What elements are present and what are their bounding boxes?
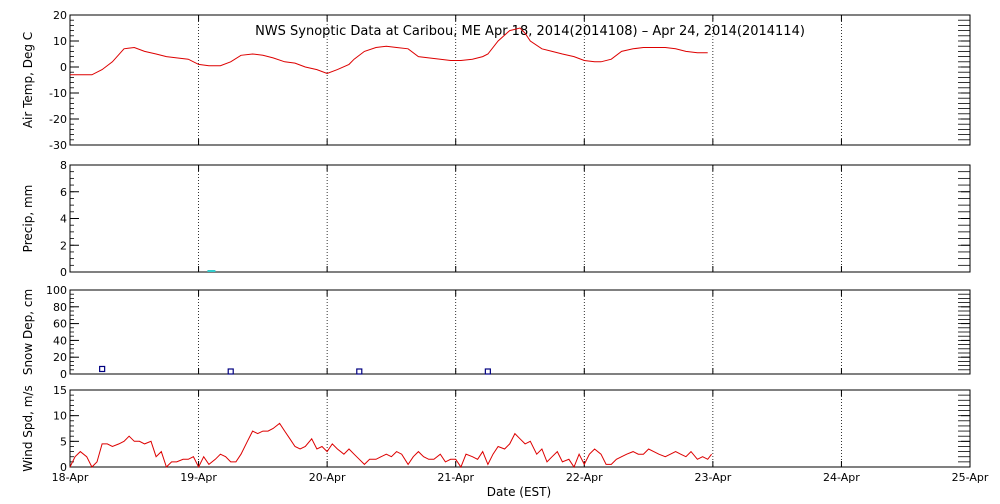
y-tick-label: 100 [46, 284, 67, 297]
x-tick-label: 24-Apr [823, 471, 860, 484]
x-tick-label: 19-Apr [180, 471, 217, 484]
series-line-air-temp [70, 27, 708, 76]
y-tick-label: 8 [60, 159, 67, 172]
panel-precip: 0 2 4 6 8 Precip, mm [21, 159, 971, 279]
y-tick-label: 10 [53, 35, 67, 48]
panel-frame [69, 164, 971, 273]
panel-snow-depth: 0 20 40 60 80 100 Snow Dep, cm [21, 284, 971, 381]
x-axis-label: Date (EST) [487, 485, 551, 499]
y-tick-label: 10 [53, 410, 67, 423]
x-tick-label: 18-Apr [52, 471, 89, 484]
x-tick-label: 22-Apr [566, 471, 603, 484]
snow-depth-point [227, 368, 234, 375]
y-tick-label: 20 [53, 9, 67, 22]
y-tick-label: 0 [60, 61, 67, 74]
panel-wind-speed: 0 5 10 15 Wind Spd, m/s 18-Apr 19-Apr 20-Apr 21-… [21, 384, 989, 484]
snow-depth-point [484, 368, 491, 375]
precip-bar [207, 270, 216, 272]
snow-depth-point [356, 368, 363, 375]
y-tick-label: 0 [60, 266, 67, 279]
y-tick-label: 6 [60, 186, 67, 199]
panel-frame [69, 289, 971, 375]
y-tick-label: -10 [49, 87, 67, 100]
y-tick-label: 5 [60, 435, 67, 448]
x-tick-label: 25-Apr [952, 471, 989, 484]
y-tick-label: 15 [53, 384, 67, 397]
panel-frame [69, 389, 971, 468]
y-axis-label: Air Temp, Deg C [21, 32, 35, 128]
y-axis-label: Wind Spd, m/s [21, 385, 35, 471]
y-tick-label: -30 [49, 139, 67, 152]
y-tick-label: 0 [60, 368, 67, 381]
x-tick-label: 23-Apr [694, 471, 731, 484]
y-tick-label: 60 [53, 318, 67, 331]
chart-title: NWS Synoptic Data at Caribou, ME Apr 18,… [255, 24, 805, 39]
series-line-wind-speed [69, 422, 712, 469]
y-tick-label: 20 [53, 351, 67, 364]
y-tick-label: -20 [49, 113, 67, 126]
y-axis-label: Precip, mm [21, 185, 35, 253]
y-tick-label: 40 [53, 334, 67, 347]
x-tick-label: 21-Apr [437, 471, 474, 484]
x-tick-label: 20-Apr [309, 471, 346, 484]
y-tick-label: 2 [60, 239, 67, 252]
y-tick-label: 4 [60, 213, 67, 226]
y-axis-label: Snow Dep, cm [21, 289, 35, 375]
y-tick-label: 80 [53, 301, 67, 314]
panel-air-temp: -30 -20 -10 0 10 20 Air Temp, Deg C [21, 9, 971, 152]
y-tick-label: 0 [60, 461, 67, 474]
snow-depth-point [99, 365, 106, 373]
panel-frame [69, 14, 971, 146]
